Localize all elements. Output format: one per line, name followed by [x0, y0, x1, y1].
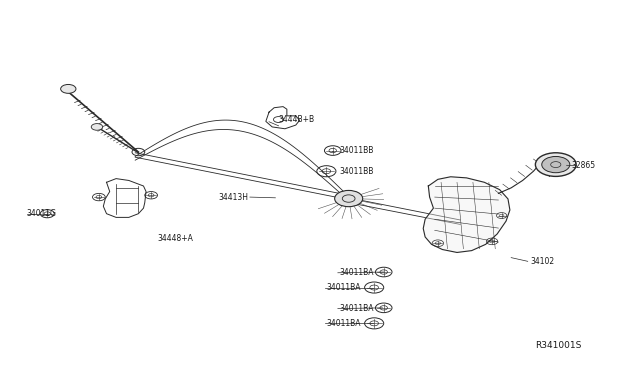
Text: 34011BA: 34011BA — [339, 304, 374, 313]
Circle shape — [536, 153, 576, 176]
Text: 3444B+B: 3444B+B — [278, 115, 315, 124]
Text: 34102: 34102 — [531, 257, 554, 266]
Circle shape — [335, 190, 363, 207]
Text: 34011BA: 34011BA — [339, 268, 374, 277]
Text: 34448+A: 34448+A — [157, 234, 193, 243]
Text: 34413H: 34413H — [218, 193, 248, 202]
Text: 34011G: 34011G — [27, 209, 57, 218]
Text: R341001S: R341001S — [536, 341, 582, 350]
Text: 34011BA: 34011BA — [326, 319, 361, 328]
Circle shape — [92, 124, 102, 130]
Text: 32865: 32865 — [572, 161, 596, 170]
Circle shape — [61, 84, 76, 93]
Text: 34011BB: 34011BB — [339, 147, 374, 155]
Text: 34011BB: 34011BB — [339, 167, 374, 176]
Circle shape — [541, 157, 570, 173]
Polygon shape — [423, 177, 510, 253]
Text: 34011BA: 34011BA — [326, 283, 361, 292]
